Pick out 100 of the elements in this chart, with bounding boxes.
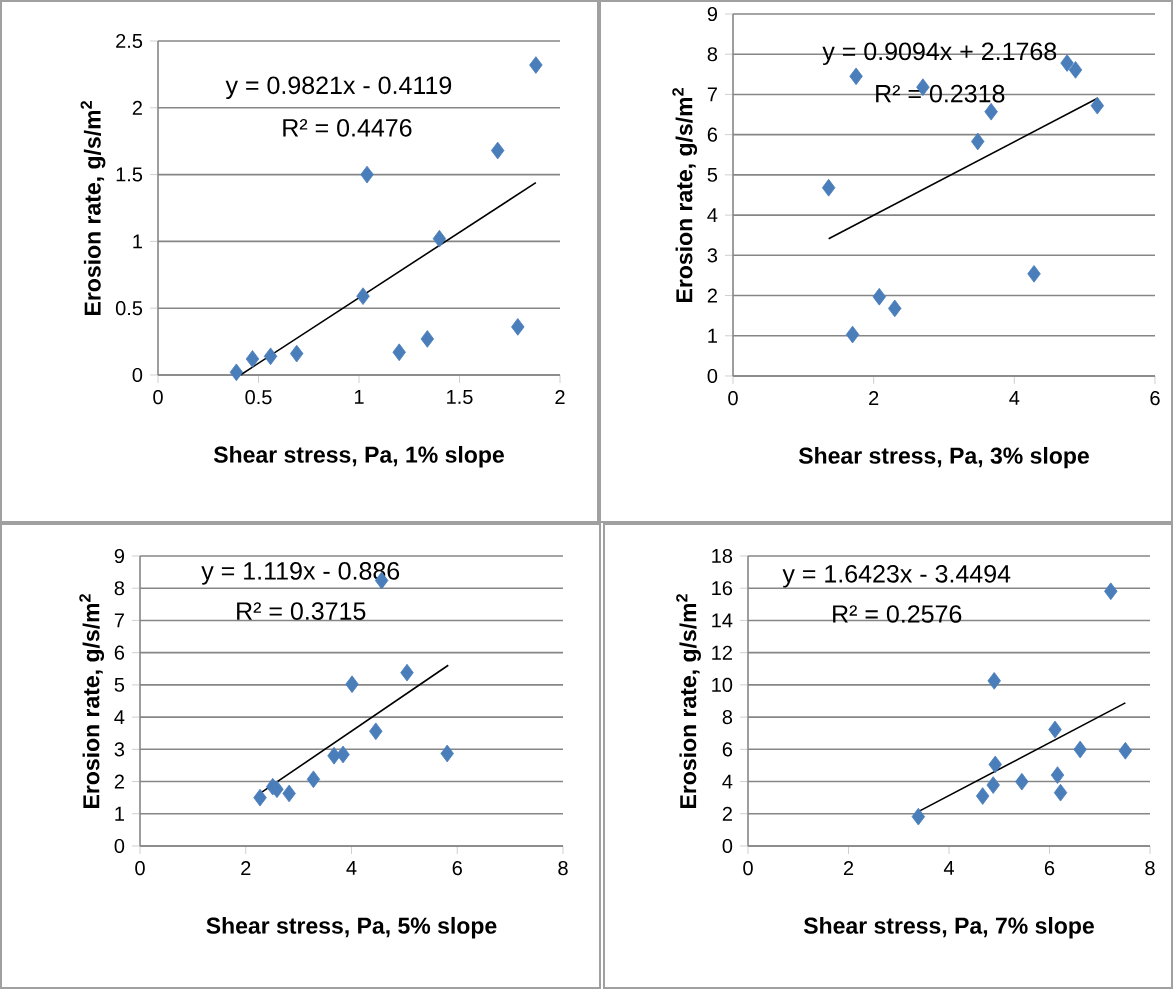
x-tick-label: 2 xyxy=(843,861,854,876)
y-tick-label: 3 xyxy=(114,742,125,757)
x-axis-title: Shear stress, Pa, 1% slope xyxy=(213,445,504,468)
point xyxy=(1050,766,1065,784)
y-axis-title: Erosion rate, g/s/m$^{2}$ xyxy=(672,88,698,302)
y-tick-label: 16 xyxy=(712,581,733,596)
y-tick-label: 6 xyxy=(114,645,125,660)
point xyxy=(1104,582,1118,601)
point xyxy=(263,347,278,366)
y-tick-label: 14 xyxy=(712,613,733,628)
y-tick-label: 9 xyxy=(707,6,718,22)
point xyxy=(306,770,321,789)
annotation: R² = 0.2576 xyxy=(833,605,962,623)
point xyxy=(849,67,863,86)
point xyxy=(400,663,414,682)
y-tick-label: 5 xyxy=(114,677,125,692)
y-tick-label: 4 xyxy=(707,208,718,222)
y-tick-label: 12 xyxy=(712,645,732,660)
point xyxy=(336,745,350,764)
y-tick-label: 4 xyxy=(114,710,125,724)
point xyxy=(369,722,383,741)
point xyxy=(984,102,998,121)
point xyxy=(1068,61,1083,79)
point xyxy=(986,776,1000,794)
x-tick-label: 2 xyxy=(555,390,565,405)
point xyxy=(1118,741,1133,760)
x-tick-label: 1.5 xyxy=(447,390,473,404)
point xyxy=(1027,265,1041,283)
point xyxy=(1073,740,1087,759)
point xyxy=(987,672,1001,690)
y-tick-label: 7 xyxy=(707,87,717,102)
y-tick-label: 4 xyxy=(722,774,733,789)
x-tick-label: 4 xyxy=(1009,391,1020,405)
y-tick-label: 8 xyxy=(114,581,125,596)
point xyxy=(440,744,454,763)
point xyxy=(975,787,990,805)
point xyxy=(1015,772,1029,791)
x-tick-label: 0.5 xyxy=(245,390,272,405)
y-tick-label: 0 xyxy=(114,838,125,854)
x-tick-label: 6 xyxy=(1044,861,1055,876)
point xyxy=(1048,720,1062,739)
point xyxy=(289,344,304,363)
point xyxy=(245,350,260,368)
x-tick-label: 1 xyxy=(354,390,364,404)
y-tick-label: 2 xyxy=(707,288,717,303)
y-tick-label: 3 xyxy=(707,248,718,263)
y-axis-title: Erosion rate, g/s/m$^{2}$ xyxy=(676,594,701,808)
y-axis-title: Erosion rate, g/s/m$^{2}$ xyxy=(80,101,106,315)
y-tick-label: 9 xyxy=(114,548,125,564)
point xyxy=(392,343,406,362)
y-tick-label: 8 xyxy=(722,710,733,725)
y-tick-label: 0 xyxy=(722,838,733,854)
x-tick-label: 4 xyxy=(346,861,357,875)
point xyxy=(845,325,860,344)
y-tick-label: 1 xyxy=(133,234,142,249)
x-tick-label: 6 xyxy=(1150,391,1160,406)
x-axis-title: Shear stress, Pa, 3% slope xyxy=(798,446,1089,469)
point xyxy=(345,675,359,694)
x-axis-title: Shear stress, Pa, 7% slope xyxy=(803,916,1094,939)
y-tick-label: 5 xyxy=(707,167,718,182)
point xyxy=(1090,96,1105,115)
point xyxy=(282,784,296,803)
point xyxy=(511,318,525,336)
y-axis-title: Erosion rate, g/s/m$^{2}$ xyxy=(79,594,105,808)
x-tick-label: 0 xyxy=(153,390,163,405)
point xyxy=(872,287,886,306)
y-tick-label: 1 xyxy=(708,328,717,343)
point xyxy=(253,788,267,807)
x-tick-label: 2 xyxy=(869,391,879,406)
point xyxy=(1060,54,1074,72)
y-tick-label: 2 xyxy=(722,806,732,821)
x-tick-label: 8 xyxy=(1145,861,1155,876)
point xyxy=(432,229,447,248)
annotation: y = 1.119x - 0.886 xyxy=(201,562,400,585)
point xyxy=(360,165,374,184)
y-tick-label: 2 xyxy=(132,100,142,115)
y-tick-label: 6 xyxy=(722,742,733,757)
annotation: y = 0.9094x + 2.1768 xyxy=(822,42,1057,66)
point xyxy=(229,363,244,382)
point xyxy=(988,755,1002,774)
x-tick-label: 2 xyxy=(241,861,251,876)
point xyxy=(529,56,543,74)
point xyxy=(356,287,370,305)
y-tick-label: 0 xyxy=(132,367,143,383)
y-tick-label: 0.5 xyxy=(115,301,143,316)
y-tick-label: 18 xyxy=(712,548,733,564)
y-tick-label: 7 xyxy=(114,613,124,628)
y-tick-label: 8 xyxy=(707,47,718,62)
point xyxy=(327,746,341,765)
annotation: R² = 0.3715 xyxy=(237,602,366,620)
y-tick-label: 2 xyxy=(114,774,124,789)
x-tick-label: 4 xyxy=(943,861,954,875)
y-tick-label: 1 xyxy=(115,806,124,821)
point xyxy=(490,141,505,160)
y-tick-label: 6 xyxy=(707,127,718,142)
point xyxy=(971,132,985,151)
annotation: y = 1.6423x - 3.4494 xyxy=(782,564,1011,588)
point xyxy=(821,178,836,197)
x-tick-label: 8 xyxy=(558,861,568,876)
y-tick-label: 10 xyxy=(712,677,733,692)
